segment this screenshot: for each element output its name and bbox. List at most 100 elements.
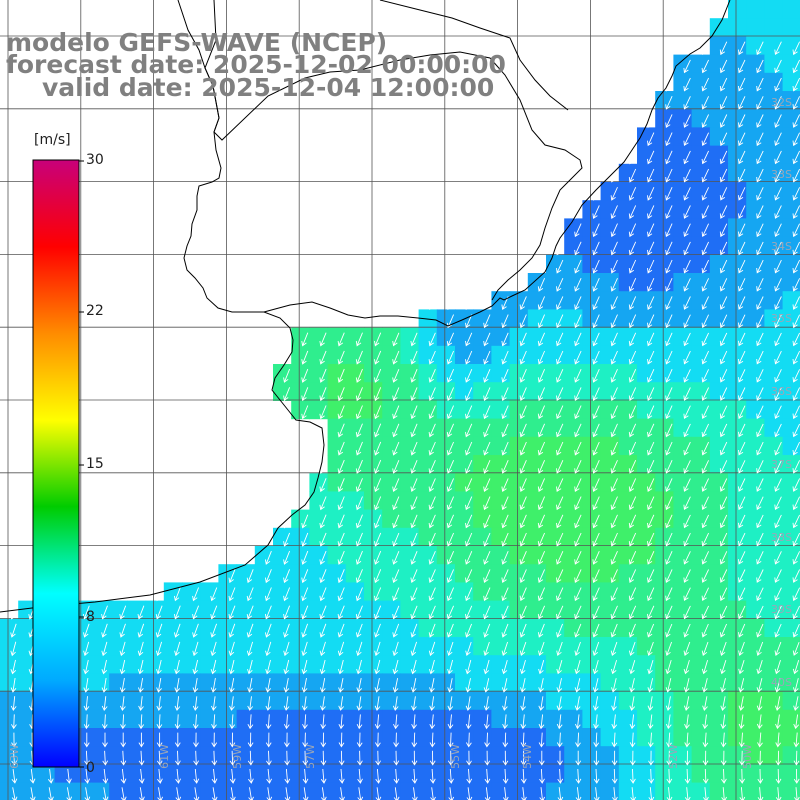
field-cell xyxy=(564,691,583,711)
field-cell xyxy=(163,600,183,620)
field-cell xyxy=(600,200,620,219)
wind-arrow xyxy=(666,787,673,800)
field-cell xyxy=(418,473,438,492)
wind-arrow xyxy=(229,768,236,784)
wind-arrow xyxy=(410,623,418,638)
wind-arrow xyxy=(446,441,455,456)
field-cell xyxy=(691,327,711,347)
wind-arrow xyxy=(337,441,345,456)
wind-arrow xyxy=(339,768,345,784)
wind-arrow xyxy=(647,605,655,620)
field-cell xyxy=(254,618,274,638)
wind-arrow xyxy=(210,641,217,657)
wind-arrow xyxy=(792,259,800,274)
wind-arrow xyxy=(338,732,345,748)
wind-arrow xyxy=(719,150,728,165)
wind-arrow xyxy=(610,460,618,474)
field-cell xyxy=(418,455,438,474)
field-cell xyxy=(673,163,693,183)
wind-arrow xyxy=(592,532,600,547)
wind-arrow xyxy=(465,332,473,347)
field-cell xyxy=(455,491,474,511)
field-cell xyxy=(364,655,383,674)
wind-arrow xyxy=(628,241,637,256)
wind-arrow xyxy=(665,132,673,147)
field-cell xyxy=(600,655,620,674)
field-cell xyxy=(72,782,92,800)
wind-arrow xyxy=(319,605,327,620)
wind-arrow xyxy=(610,223,618,238)
wind-arrow xyxy=(574,678,581,693)
colorbar-tick-label: 8 xyxy=(86,609,95,625)
wind-arrow xyxy=(611,768,618,784)
field-cell xyxy=(728,473,747,492)
wind-arrow xyxy=(266,768,273,784)
wind-arrow xyxy=(756,187,764,201)
field-cell xyxy=(600,600,620,620)
wind-arrow xyxy=(683,387,691,401)
wind-arrow xyxy=(774,532,782,547)
field-cell xyxy=(728,709,747,729)
wind-arrow xyxy=(246,569,254,584)
wind-arrow xyxy=(792,350,800,365)
wind-arrow xyxy=(156,714,163,730)
wind-arrow xyxy=(446,605,455,620)
wind-arrow xyxy=(557,750,563,766)
wind-arrow xyxy=(792,205,800,219)
wind-arrow xyxy=(774,278,782,292)
wind-arrow xyxy=(756,551,764,565)
lon-label: 57W xyxy=(304,744,317,769)
wind-arrow xyxy=(630,768,636,784)
wind-arrow xyxy=(502,750,509,766)
field-cell xyxy=(400,637,420,656)
field-cell xyxy=(236,600,256,620)
wind-arrow xyxy=(537,478,546,492)
field-cell xyxy=(163,691,183,711)
field-cell xyxy=(746,327,765,347)
wind-arrow xyxy=(375,750,381,766)
wind-arrow xyxy=(392,478,400,492)
field-cell xyxy=(182,691,201,711)
wind-arrow xyxy=(647,387,655,401)
wind-arrow xyxy=(647,514,655,529)
wind-arrow xyxy=(248,787,254,800)
wind-arrow xyxy=(774,696,781,711)
field-cell xyxy=(637,673,656,693)
wind-arrow xyxy=(648,750,654,766)
field-cell xyxy=(455,782,474,800)
wind-arrow xyxy=(266,787,273,800)
wind-arrow xyxy=(792,223,800,238)
wind-arrow xyxy=(539,768,545,784)
wind-arrow xyxy=(355,441,363,456)
wind-arrow xyxy=(538,641,545,657)
field-cell xyxy=(546,691,565,711)
field-cell xyxy=(691,254,711,274)
wind-arrow xyxy=(283,532,291,547)
field-cell xyxy=(564,728,583,747)
wind-arrow xyxy=(501,569,509,583)
field-cell xyxy=(400,455,420,474)
field-cell xyxy=(728,455,747,474)
wind-arrow xyxy=(683,132,691,147)
field-cell xyxy=(709,72,729,92)
field-cell xyxy=(491,600,511,620)
wind-arrow xyxy=(628,478,637,492)
wind-arrow xyxy=(501,551,509,565)
wind-arrow xyxy=(756,569,764,583)
field-cell xyxy=(436,473,456,492)
wind-arrow xyxy=(47,769,54,784)
field-cell xyxy=(127,709,147,729)
wind-arrow xyxy=(574,460,582,474)
field-cell xyxy=(728,91,747,110)
field-cell xyxy=(455,327,474,347)
field-cell xyxy=(673,582,693,602)
wind-arrow xyxy=(228,678,235,693)
wind-arrow xyxy=(501,532,509,547)
wind-arrow xyxy=(665,623,673,638)
wind-arrow xyxy=(775,750,782,766)
wind-arrow xyxy=(756,96,764,110)
field-cell xyxy=(746,36,765,56)
field-cell xyxy=(291,345,310,365)
field-cell xyxy=(400,436,420,456)
wind-arrow xyxy=(610,496,618,511)
